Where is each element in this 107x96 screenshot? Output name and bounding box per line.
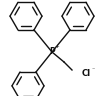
- Text: +: +: [55, 45, 59, 50]
- Text: Cl: Cl: [81, 70, 91, 79]
- Text: ⁻: ⁻: [91, 69, 95, 74]
- Text: P: P: [49, 48, 55, 57]
